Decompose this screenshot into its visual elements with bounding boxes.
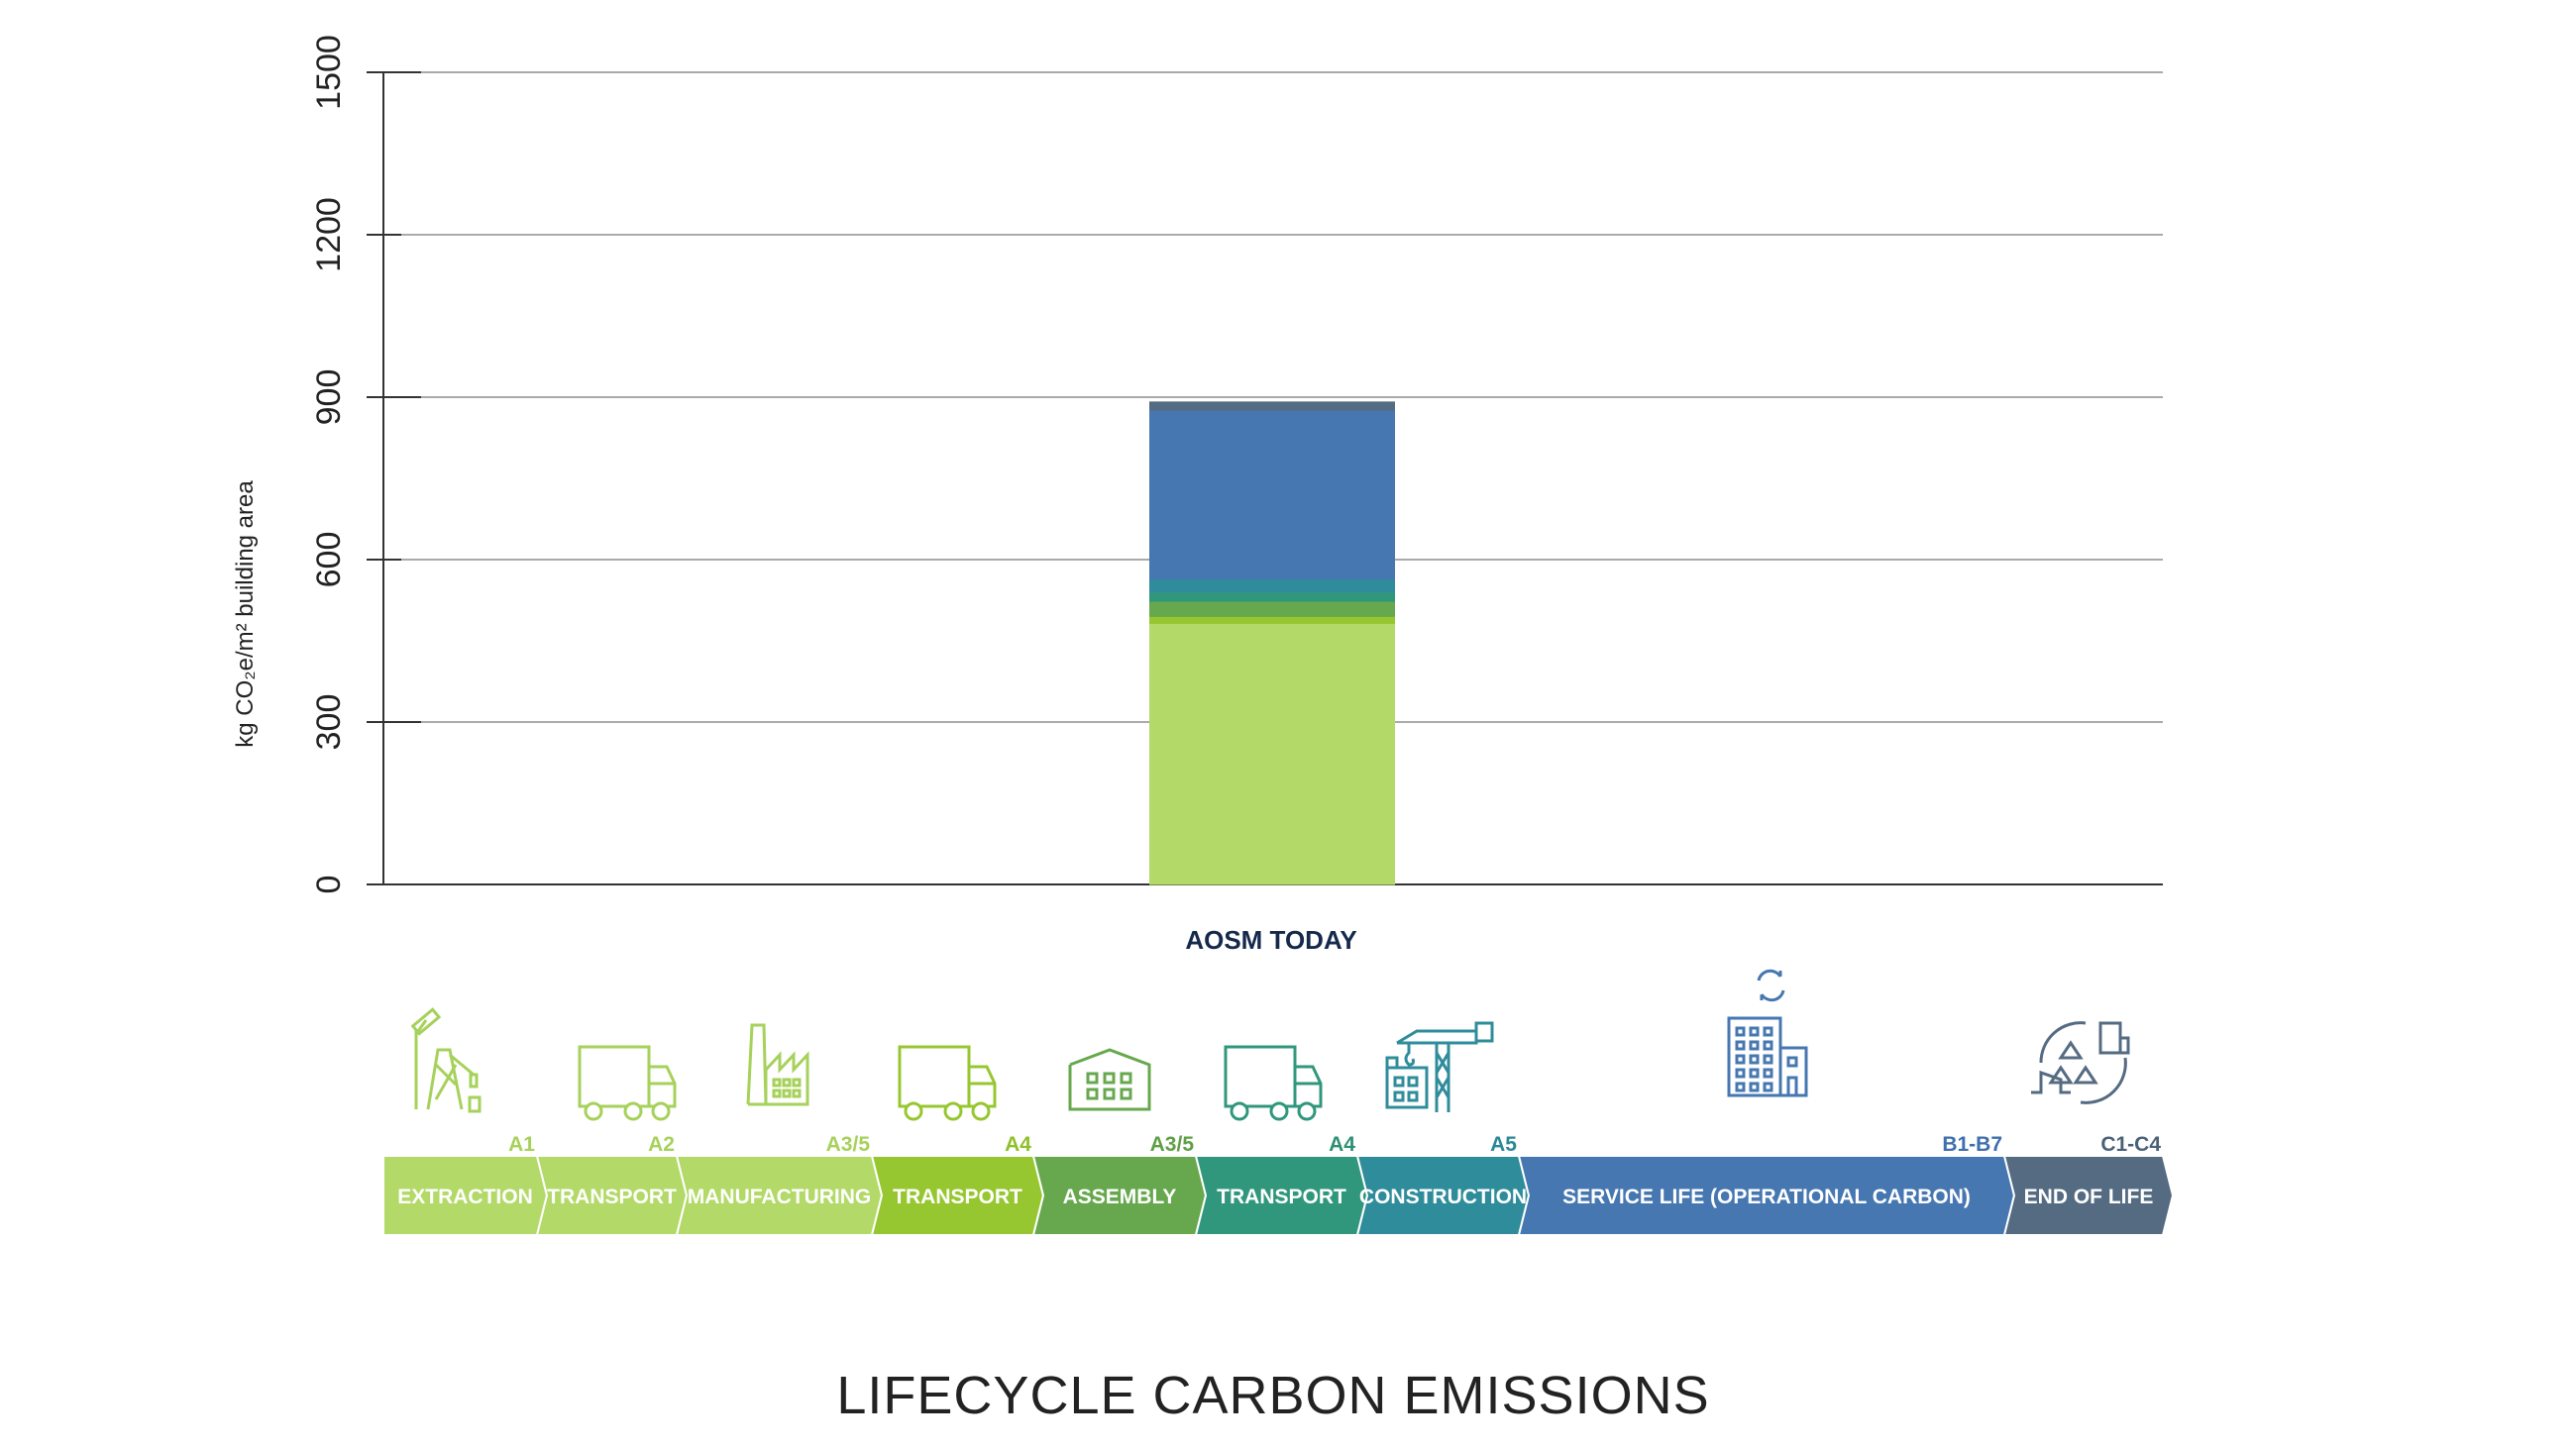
building-refresh-icon [1727, 969, 1808, 1097]
stage-label: END OF LIFE [2024, 1186, 2154, 1208]
bar-segment-b1-b7 [1149, 410, 1395, 580]
stage-code: A5 [1490, 1133, 1517, 1156]
stage-label: TRANSPORT [893, 1186, 1022, 1208]
y-tick-label: 300 [310, 694, 348, 751]
chart-title: LIFECYCLE CARBON EMISSIONS [836, 1366, 1710, 1425]
y-tick-label: 0 [310, 876, 348, 894]
stage-label: TRANSPORT [1217, 1186, 1346, 1208]
stage-manufacturing: MANUFACTURING A3/5 [675, 1133, 884, 1236]
y-tick-label: 900 [310, 369, 348, 426]
stage-code: A3/5 [1150, 1133, 1195, 1156]
bar-segment-c1-c4 [1149, 401, 1395, 411]
stage-chevron [2002, 1155, 2175, 1236]
recycle-icon [2031, 1021, 2130, 1104]
stage-label: CONSTRUCTION [1359, 1186, 1527, 1208]
stage-service-life-operational-carbon: SERVICE LIFE (OPERATIONAL CARBON) B1-B7 [1517, 1133, 2016, 1236]
stage-label: ASSEMBLY [1063, 1186, 1177, 1208]
stage-label: SERVICE LIFE (OPERATIONAL CARBON) [1562, 1186, 1971, 1208]
stage-code: A1 [508, 1133, 535, 1156]
stage-code: C1-C4 [2100, 1133, 2161, 1156]
truck-icon [898, 1045, 997, 1121]
oil-pump-icon [410, 1007, 482, 1113]
crane-icon [1385, 1021, 1494, 1112]
bar-segment-a1-a3 [1149, 623, 1395, 885]
truck-icon [1224, 1045, 1323, 1121]
bar-segment-a4 [1149, 591, 1395, 602]
stage-code: A2 [648, 1133, 675, 1156]
y-axis-label: kg CO₂e/m² building area [232, 480, 259, 748]
stage-code: A3/5 [826, 1133, 871, 1156]
y-tick-label: 1500 [310, 35, 348, 110]
stage-extraction: EXTRACTION A1 [382, 1133, 549, 1236]
stage-icons [410, 969, 2130, 1121]
stage-label: EXTRACTION [397, 1186, 533, 1208]
truck-icon [578, 1045, 677, 1121]
y-tick-label: 600 [310, 532, 348, 588]
stage-transport: TRANSPORT A2 [535, 1133, 689, 1236]
bar-segment-a3-5 [1149, 601, 1395, 617]
stage-transport: TRANSPORT A4 [1194, 1133, 1369, 1236]
y-tick-label: 1200 [310, 197, 348, 272]
bar-segment-a4 [1149, 616, 1395, 625]
warehouse-icon [1068, 1048, 1151, 1111]
stage-assembly: ASSEMBLY A3/5 [1031, 1133, 1208, 1236]
stage-code: A4 [1329, 1133, 1355, 1156]
stage-transport: TRANSPORT A4 [870, 1133, 1045, 1236]
factory-icon [746, 1023, 809, 1106]
stage-construction: CONSTRUCTION A5 [1355, 1133, 1531, 1236]
category-label: AOSM TODAY [1185, 925, 1357, 955]
lifecycle-process-bar: EXTRACTION A1 TRANSPORT A2 MANUFACTURING A3/5… [382, 1133, 2175, 1236]
y-tick-labels: 0 300 600 900 1200 1500 [310, 35, 348, 893]
stage-code: B1-B7 [1942, 1133, 2002, 1156]
stage-code: A4 [1005, 1133, 1031, 1156]
stage-label: TRANSPORT [547, 1186, 677, 1208]
stage-label: MANUFACTURING [688, 1186, 871, 1208]
bar-segment-a5 [1149, 578, 1395, 593]
stacked-bar [1149, 401, 1395, 885]
stage-end-of-life: END OF LIFE C1-C4 [2002, 1133, 2175, 1236]
